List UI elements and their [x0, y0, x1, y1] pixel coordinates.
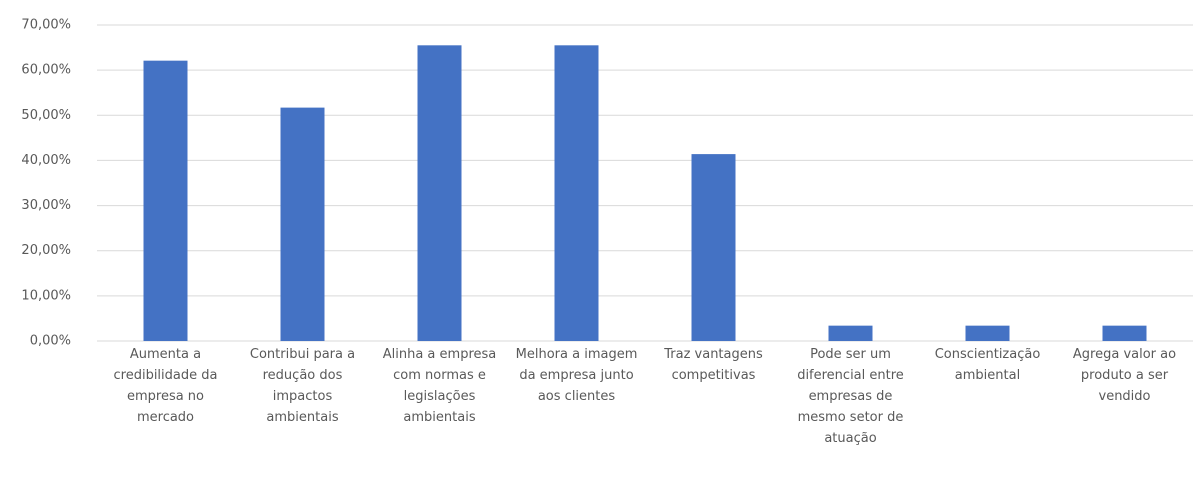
bar: [1102, 325, 1147, 341]
x-tick-label: Pode ser um diferencial entre empresas d…: [797, 347, 904, 446]
x-tick-label: Agrega valor ao produto a ser vendido: [1072, 347, 1177, 404]
x-tick-label: Aumenta a credibilidade da empresa no me…: [113, 347, 218, 425]
bar: [143, 60, 188, 342]
bar: [691, 154, 736, 341]
x-tick-label: Alinha a empresa com normas e legislaçõe…: [382, 347, 497, 425]
y-tick-label: 10,00%: [21, 288, 71, 303]
y-tick-label: 70,00%: [21, 18, 71, 33]
x-tick-label: Melhora a imagem da empresa junto aos cl…: [515, 347, 638, 404]
x-tick-label: Contribui para a redução dos impactos am…: [249, 347, 356, 425]
x-tick-label: Conscientização ambiental: [934, 347, 1041, 383]
y-tick-label: 60,00%: [21, 63, 71, 78]
y-tick-label: 30,00%: [21, 198, 71, 213]
bar: [280, 107, 325, 342]
y-tick-label: 20,00%: [21, 243, 71, 258]
y-tick-label: 50,00%: [21, 108, 71, 123]
y-tick-label: 40,00%: [21, 153, 71, 168]
bar: [965, 325, 1010, 341]
x-tick-label: Traz vantagens competitivas: [664, 347, 763, 383]
bar: [554, 45, 599, 342]
y-tick-label: 0,00%: [30, 334, 71, 349]
bar: [417, 45, 462, 342]
bar: [828, 325, 873, 341]
